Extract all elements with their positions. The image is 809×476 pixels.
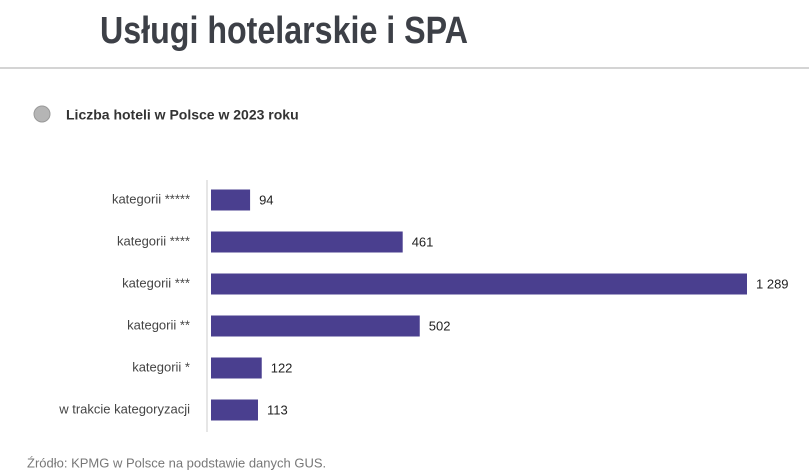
- subtitle-icon: [33, 105, 51, 123]
- category-label: kategorii *****: [112, 191, 190, 206]
- value-label: 502: [429, 318, 451, 333]
- bar: [211, 189, 251, 211]
- bar: [211, 273, 747, 295]
- chart-title: Usługi hotelarskie i SPA: [100, 10, 468, 52]
- value-label: 461: [412, 234, 434, 249]
- bar: [211, 399, 258, 421]
- bar: [211, 357, 262, 379]
- value-label: 113: [267, 402, 288, 417]
- bar: [211, 231, 403, 253]
- category-label: w trakcie kategoryzacji: [58, 401, 190, 416]
- category-label: kategorii ****: [117, 233, 190, 248]
- category-label: kategorii ***: [122, 275, 190, 290]
- category-label: kategorii **: [127, 317, 190, 332]
- bar: [211, 315, 420, 337]
- value-label: 94: [259, 192, 273, 207]
- value-label: 122: [271, 360, 293, 375]
- category-label: kategorii *: [132, 359, 190, 374]
- value-label: 1 289: [756, 276, 789, 291]
- chart-subtitle: Liczba hoteli w Polsce w 2023 roku: [66, 107, 299, 123]
- source-note: Źródło: KPMG w Polsce na podstawie danyc…: [27, 455, 326, 470]
